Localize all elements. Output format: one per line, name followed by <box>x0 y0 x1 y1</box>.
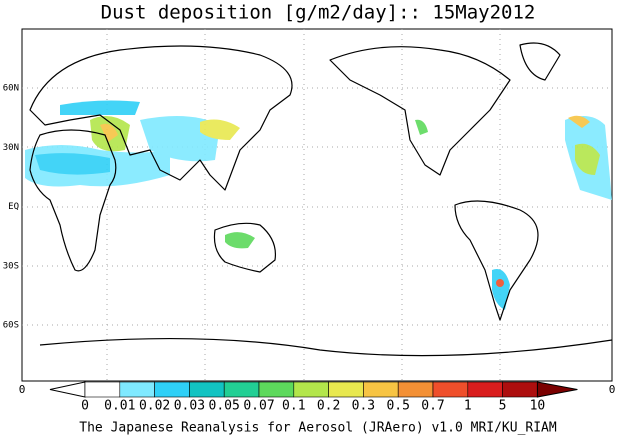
colorbar-end-label: 0 <box>19 383 26 396</box>
latitude-label: EQ <box>8 202 19 212</box>
colorbar-segment <box>223 381 260 398</box>
coastlines <box>29 42 613 357</box>
colorbar: 0 0.01 0.02 0.03 0.05 0.07 0.1 0.2 0.3 0.5 0.7 1 5 10 <box>49 381 578 414</box>
colorbar-label: 0 <box>81 399 89 414</box>
colorbar-end-label: 0 <box>609 383 616 396</box>
colorbar-label: 0.05 <box>209 399 240 414</box>
colorbar-segment <box>154 381 190 398</box>
colorbar-segment <box>84 381 121 398</box>
footer: The Japanese Reanalysis for Aerosol (JRA… <box>79 421 557 436</box>
latitude-labels: 60N 30N EQ 30S 60S <box>3 84 19 331</box>
colorbar-segment <box>467 381 503 398</box>
latitude-label: 60S <box>3 321 19 331</box>
colorbar-segment <box>397 381 434 398</box>
colorbar-segment <box>432 381 469 398</box>
colorbar-label: 0.02 <box>139 399 170 414</box>
latitude-label: 30N <box>3 143 19 153</box>
colorbar-label: 1 <box>464 399 472 414</box>
map-frame <box>21 28 613 382</box>
colorbar-segment <box>189 381 225 398</box>
colorbar-label: 0.2 <box>317 399 340 414</box>
colorbar-arrow <box>536 381 578 398</box>
colorbar-segment <box>258 381 295 398</box>
colorbar-label: 0.07 <box>243 399 274 414</box>
colorbar-segment <box>363 381 399 398</box>
latitude-label: 30S <box>3 261 19 271</box>
dust-field <box>25 100 612 310</box>
colorbar-label: 0.03 <box>174 399 205 414</box>
colorbar-label: 0.1 <box>282 399 305 414</box>
colorbar-label: 5 <box>499 399 507 414</box>
colorbar-segment <box>328 381 364 398</box>
graticule <box>22 29 612 381</box>
title: Dust deposition [g/m2/day]:: 15May2012 <box>101 2 536 24</box>
colorbar-segment <box>502 381 538 398</box>
colorbar-label: 10 <box>530 399 546 414</box>
colorbar-label: 0.3 <box>352 399 375 414</box>
colorbar-arrow <box>49 381 86 398</box>
latitude-label: 60N <box>3 84 19 94</box>
colorbar-label: 0.01 <box>104 399 135 414</box>
colorbar-label: 0.7 <box>421 399 444 414</box>
colorbar-segment <box>293 381 329 398</box>
colorbar-segment <box>119 381 155 398</box>
colorbar-label: 0.5 <box>386 399 409 414</box>
